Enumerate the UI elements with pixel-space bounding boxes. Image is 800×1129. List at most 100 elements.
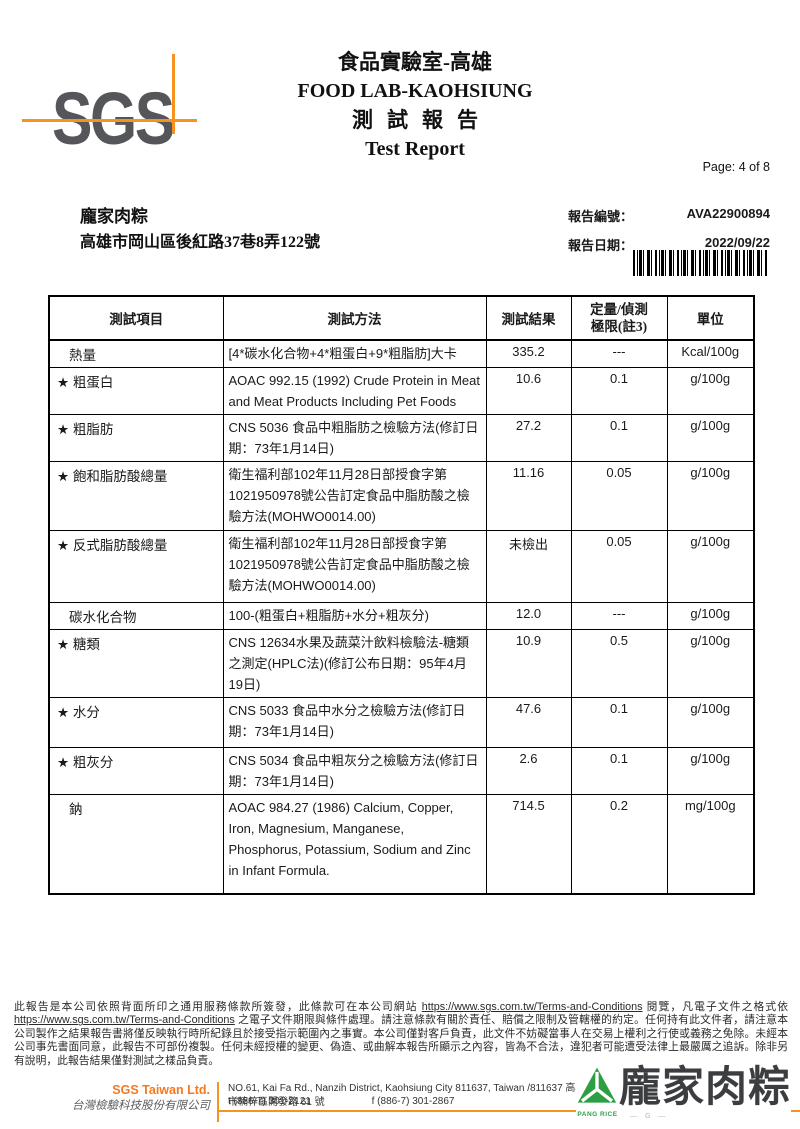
test-method-cell: CNS 5036 食品中粗脂肪之檢驗方法(修訂日期：73年1月14日) <box>222 414 487 462</box>
table-row: ★ 反式脂肪酸總量 衛生福利部102年11月28日部授食字第1021950978… <box>48 530 755 603</box>
unit-cell: mg/100g <box>666 794 755 894</box>
test-item-cell: 熱量 <box>48 339 224 368</box>
test-item-cell: ★ 反式脂肪酸總量 <box>48 530 224 603</box>
test-item-cell: ★ 糖類 <box>48 629 224 698</box>
test-result-cell: 2.6 <box>485 747 572 795</box>
test-result-cell: 714.5 <box>485 794 572 894</box>
disclaimer-text: 此報告是本公司依照背面所印之通用服務條款所簽發，此條款可在本公司網站 <box>14 1001 422 1013</box>
table-row: ★ 粗脂肪 CNS 5036 食品中粗脂肪之檢驗方法(修訂日期：73年1月14日… <box>48 414 755 462</box>
detection-limit-cell: 0.1 <box>570 747 668 795</box>
unit-cell: Kcal/100g <box>666 339 755 368</box>
report-date-label: 報告日期： <box>568 238 634 253</box>
disclaimer-text: 之電子文件期限與條件處理。請注意條款有關於責任、賠償之限制及管轄權的約定。任何持… <box>14 1014 788 1067</box>
detection-limit-cell: 0.05 <box>570 530 668 603</box>
terms-disclaimer: 此報告是本公司依照背面所印之通用服務條款所簽發，此條款可在本公司網站 https… <box>14 1001 788 1068</box>
footer-tel: t (886-7) 301-2121 <box>228 1096 311 1107</box>
sgs-logo-horizontal-line <box>22 119 197 122</box>
test-result-cell: 10.9 <box>485 629 572 698</box>
pang-rice-brand: PANG RICE 龐家肉粽 <box>576 1064 791 1118</box>
footer-company-block: SGS Taiwan Ltd. 台灣檢驗科技股份有限公司 <box>10 1082 210 1115</box>
table-row: ★ 粗灰分 CNS 5034 食品中粗灰分之檢驗方法(修訂日期：73年1月14日… <box>48 747 755 795</box>
test-result-cell: 未檢出 <box>485 530 572 603</box>
report-barcode <box>633 250 769 276</box>
table-row: 熱量 [4*碳水化合物+4*粗蛋白+9*粗脂肪]大卡 335.2 --- Kca… <box>48 339 755 368</box>
test-method-cell: AOAC 992.15 (1992) Crude Protein in Meat… <box>222 367 487 415</box>
client-address: 高雄市岡山區後紅路37巷8弄122號 <box>80 234 321 251</box>
test-method-cell: AOAC 984.27 (1986) Calcium, Copper, Iron… <box>222 794 487 894</box>
disclaimer-text: 閱覽，凡電子文件之格式依 <box>642 1001 789 1013</box>
test-results-table: 測試項目 測試方法 測試結果 定量/偵測 極限(註3) 單位 熱量 [4*碳水化… <box>48 295 755 895</box>
unit-cell: g/100g <box>666 367 755 415</box>
footer-phones: t (886-7) 301-2121 f (886-7) 301-2867 <box>228 1096 588 1107</box>
col-header-item: 測試項目 <box>48 295 224 341</box>
unit-cell: g/100g <box>666 602 755 630</box>
report-titles: 食品實驗室-高雄 FOOD LAB-KAOHSIUNG 測試報告 Test Re… <box>115 48 715 163</box>
brand-tagline: — G — <box>630 1113 669 1120</box>
test-method-cell: CNS 5033 食品中水分之檢驗方法(修訂日期：73年1月14日) <box>222 697 487 748</box>
test-item-cell: 碳水化合物 <box>48 602 224 630</box>
test-result-cell: 11.16 <box>485 461 572 531</box>
footer-orange-rule <box>217 1110 800 1112</box>
detection-limit-cell: 0.1 <box>570 367 668 415</box>
report-date-value: 2022/09/22 <box>704 235 770 250</box>
detection-limit-cell: 0.05 <box>570 461 668 531</box>
test-result-cell: 27.2 <box>485 414 572 462</box>
test-method-cell: 100-(粗蛋白+粗脂肪+水分+粗灰分) <box>222 602 487 630</box>
test-method-cell: CNS 12634水果及蔬菜汁飲料檢驗法-糖類之測定(HPLC法)(修訂公布日期… <box>222 629 487 698</box>
footer-company-en: SGS Taiwan Ltd. <box>112 1083 210 1097</box>
unit-cell: g/100g <box>666 461 755 531</box>
lab-title-en: FOOD LAB-KAOHSIUNG <box>297 80 533 102</box>
unit-cell: g/100g <box>666 747 755 795</box>
test-method-cell: 衛生福利部102年11月28日部授食字第1021950978號公告訂定食品中脂肪… <box>222 530 487 603</box>
table-row: ★ 粗蛋白 AOAC 992.15 (1992) Crude Protein i… <box>48 367 755 415</box>
test-item-cell: 鈉 <box>48 794 224 894</box>
detection-limit-cell: --- <box>570 602 668 630</box>
report-number-label: 報告編號： <box>568 209 634 224</box>
sgs-logo-text: SGS <box>52 77 175 160</box>
report-title-zh: 測試報告 <box>352 108 492 132</box>
detection-limit-cell: 0.2 <box>570 794 668 894</box>
detection-limit-cell: 0.1 <box>570 414 668 462</box>
test-result-cell: 10.6 <box>485 367 572 415</box>
report-number-value: AVA22900894 <box>686 206 770 221</box>
table-row: 鈉 AOAC 984.27 (1986) Calcium, Copper, Ir… <box>48 794 755 894</box>
footer-address: NO.61, Kai Fa Rd., Nanzih District, Kaoh… <box>228 1083 586 1108</box>
lab-title-zh: 食品實驗室-高雄 <box>338 50 492 74</box>
col-header-limit: 定量/偵測 極限(註3) <box>570 295 668 341</box>
test-item-cell: ★ 水分 <box>48 697 224 748</box>
table-row: ★ 飽和脂肪酸總量 衛生福利部102年11月28日部授食字第1021950978… <box>48 461 755 531</box>
unit-cell: g/100g <box>666 629 755 698</box>
col-header-method: 測試方法 <box>222 295 487 341</box>
page-indicator: Page: 4 of 8 <box>702 160 770 174</box>
zongzi-icon <box>576 1067 618 1110</box>
terms-link[interactable]: https://www.sgs.com.tw/Terms-and-Conditi… <box>421 1001 643 1013</box>
table-row: 碳水化合物 100-(粗蛋白+粗脂肪+水分+粗灰分) 12.0 --- g/10… <box>48 602 755 630</box>
brand-subtitle: PANG RICE <box>577 1111 618 1118</box>
col-header-result: 測試結果 <box>485 295 572 341</box>
sgs-logo-vertical-line <box>172 54 175 134</box>
test-method-cell: CNS 5034 食品中粗灰分之檢驗方法(修訂日期：73年1月14日) <box>222 747 487 795</box>
test-method-cell: 衛生福利部102年11月28日部授食字第1021950978號公告訂定食品中脂肪… <box>222 461 487 531</box>
test-item-cell: ★ 粗脂肪 <box>48 414 224 462</box>
test-item-cell: ★ 飽和脂肪酸總量 <box>48 461 224 531</box>
table-row: ★ 水分 CNS 5033 食品中水分之檢驗方法(修訂日期：73年1月14日) … <box>48 697 755 748</box>
detection-limit-cell: --- <box>570 339 668 368</box>
unit-cell: g/100g <box>666 414 755 462</box>
sgs-logo: SGS <box>22 54 202 156</box>
col-header-unit: 單位 <box>666 295 755 341</box>
terms-link[interactable]: https://www.sgs.com.tw/Terms-and-Conditi… <box>14 1014 235 1027</box>
client-block: 龐家肉粽 高雄市岡山區後紅路37巷8弄122號 <box>80 204 320 256</box>
table-header-row: 測試項目 測試方法 測試結果 定量/偵測 極限(註3) 單位 <box>48 295 755 341</box>
unit-cell: g/100g <box>666 697 755 748</box>
test-item-cell: ★ 粗灰分 <box>48 747 224 795</box>
test-result-cell: 335.2 <box>485 339 572 368</box>
table-row: ★ 糖類 CNS 12634水果及蔬菜汁飲料檢驗法-糖類之測定(HPLC法)(修… <box>48 629 755 698</box>
footer-company-zh: 台灣檢驗科技股份有限公司 <box>72 1100 210 1112</box>
test-result-cell: 12.0 <box>485 602 572 630</box>
report-info: 報告編號： AVA22900894 報告日期： 2022/09/22 <box>568 206 770 264</box>
test-method-cell: [4*碳水化合物+4*粗蛋白+9*粗脂肪]大卡 <box>222 339 487 368</box>
test-item-cell: ★ 粗蛋白 <box>48 367 224 415</box>
detection-limit-cell: 0.1 <box>570 697 668 748</box>
footer-fax: f (886-7) 301-2867 <box>371 1096 455 1107</box>
